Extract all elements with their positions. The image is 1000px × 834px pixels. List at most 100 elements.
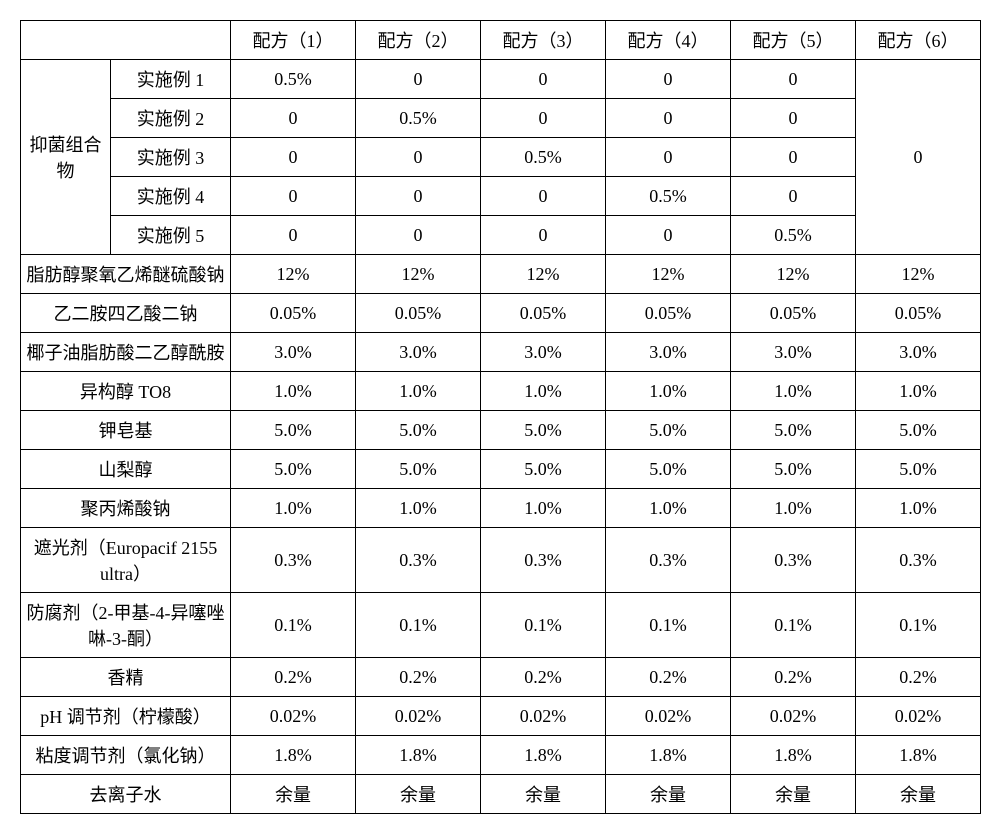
row-name: 实施例 2 <box>111 99 231 138</box>
data-cell: 5.0% <box>481 450 606 489</box>
table-row: 聚丙烯酸钠1.0%1.0%1.0%1.0%1.0%1.0% <box>21 489 981 528</box>
data-cell: 0.05% <box>481 294 606 333</box>
data-cell: 余量 <box>606 775 731 814</box>
data-cell: 余量 <box>356 775 481 814</box>
group-label: 抑菌组合物 <box>21 60 111 255</box>
data-cell: 5.0% <box>731 450 856 489</box>
row-name: 实施例 3 <box>111 138 231 177</box>
data-cell: 0.05% <box>606 294 731 333</box>
data-cell: 0.2% <box>356 658 481 697</box>
data-cell: 0.1% <box>731 593 856 658</box>
row-name: 实施例 1 <box>111 60 231 99</box>
data-cell: 0 <box>231 99 356 138</box>
table-row: 实施例 200.5%000 <box>21 99 981 138</box>
data-cell: 0.5% <box>481 138 606 177</box>
data-cell: 0.3% <box>856 528 981 593</box>
data-cell: 3.0% <box>231 333 356 372</box>
data-cell: 1.0% <box>856 489 981 528</box>
data-cell: 12% <box>731 255 856 294</box>
column-header: 配方（5） <box>731 21 856 60</box>
table-row: 乙二胺四乙酸二钠0.05%0.05%0.05%0.05%0.05%0.05% <box>21 294 981 333</box>
row-name: 实施例 4 <box>111 177 231 216</box>
row-name: 脂肪醇聚氧乙烯醚硫酸钠 <box>21 255 231 294</box>
data-cell: 0 <box>231 216 356 255</box>
row-name: 乙二胺四乙酸二钠 <box>21 294 231 333</box>
column-header: 配方（4） <box>606 21 731 60</box>
data-cell: 0.2% <box>231 658 356 697</box>
table-row: 异构醇 TO81.0%1.0%1.0%1.0%1.0%1.0% <box>21 372 981 411</box>
row-name: 香精 <box>21 658 231 697</box>
data-cell: 0 <box>481 99 606 138</box>
data-cell: 0.1% <box>481 593 606 658</box>
data-cell: 0 <box>356 216 481 255</box>
data-cell: 0.02% <box>356 697 481 736</box>
row-name: 钾皂基 <box>21 411 231 450</box>
table-row: 实施例 40000.5%0 <box>21 177 981 216</box>
data-cell: 0.02% <box>731 697 856 736</box>
row-name: 粘度调节剂（氯化钠） <box>21 736 231 775</box>
data-cell: 0 <box>231 177 356 216</box>
data-cell: 0.3% <box>481 528 606 593</box>
data-cell: 0.3% <box>231 528 356 593</box>
data-cell: 0.2% <box>856 658 981 697</box>
data-cell: 1.8% <box>356 736 481 775</box>
data-cell: 12% <box>356 255 481 294</box>
table-row: 脂肪醇聚氧乙烯醚硫酸钠12%12%12%12%12%12% <box>21 255 981 294</box>
data-cell: 1.0% <box>731 489 856 528</box>
table-row: 山梨醇5.0%5.0%5.0%5.0%5.0%5.0% <box>21 450 981 489</box>
data-cell: 0.05% <box>356 294 481 333</box>
data-cell: 0 <box>356 138 481 177</box>
data-cell: 1.0% <box>356 372 481 411</box>
data-cell: 12% <box>606 255 731 294</box>
data-cell: 0 <box>481 216 606 255</box>
data-cell: 0 <box>356 60 481 99</box>
data-cell: 0.02% <box>606 697 731 736</box>
data-cell: 余量 <box>481 775 606 814</box>
column-header: 配方（6） <box>856 21 981 60</box>
data-cell: 0 <box>231 138 356 177</box>
table-row: 香精0.2%0.2%0.2%0.2%0.2%0.2% <box>21 658 981 697</box>
row-name: 去离子水 <box>21 775 231 814</box>
data-cell: 0.02% <box>481 697 606 736</box>
data-cell: 0 <box>606 60 731 99</box>
data-cell: 1.0% <box>856 372 981 411</box>
data-cell: 0 <box>356 177 481 216</box>
data-cell: 5.0% <box>606 450 731 489</box>
data-cell: 0.5% <box>356 99 481 138</box>
table-row: 椰子油脂肪酸二乙醇酰胺3.0%3.0%3.0%3.0%3.0%3.0% <box>21 333 981 372</box>
row-name: 山梨醇 <box>21 450 231 489</box>
column-header: 配方（1） <box>231 21 356 60</box>
data-cell: 5.0% <box>231 450 356 489</box>
data-cell: 1.8% <box>731 736 856 775</box>
table-row: pH 调节剂（柠檬酸）0.02%0.02%0.02%0.02%0.02%0.02… <box>21 697 981 736</box>
data-cell: 5.0% <box>481 411 606 450</box>
table-row: 遮光剂（Europacif 2155 ultra）0.3%0.3%0.3%0.3… <box>21 528 981 593</box>
group-last-col: 0 <box>856 60 981 255</box>
data-cell: 0.02% <box>231 697 356 736</box>
header-blank <box>21 21 231 60</box>
data-cell: 0.02% <box>856 697 981 736</box>
data-cell: 1.0% <box>606 489 731 528</box>
data-cell: 0.5% <box>731 216 856 255</box>
data-cell: 0.05% <box>231 294 356 333</box>
data-cell: 0 <box>606 216 731 255</box>
data-cell: 0.05% <box>731 294 856 333</box>
data-cell: 3.0% <box>356 333 481 372</box>
data-cell: 1.8% <box>481 736 606 775</box>
data-cell: 0.2% <box>731 658 856 697</box>
data-cell: 0 <box>481 60 606 99</box>
data-cell: 1.0% <box>481 489 606 528</box>
row-name: 椰子油脂肪酸二乙醇酰胺 <box>21 333 231 372</box>
data-cell: 1.0% <box>231 372 356 411</box>
table-row: 实施例 3000.5%00 <box>21 138 981 177</box>
data-cell: 1.8% <box>231 736 356 775</box>
data-cell: 5.0% <box>856 450 981 489</box>
data-cell: 0.3% <box>356 528 481 593</box>
column-header: 配方（2） <box>356 21 481 60</box>
table-row: 去离子水余量余量余量余量余量余量 <box>21 775 981 814</box>
data-cell: 1.0% <box>731 372 856 411</box>
data-cell: 3.0% <box>481 333 606 372</box>
data-cell: 0.1% <box>606 593 731 658</box>
data-cell: 5.0% <box>731 411 856 450</box>
column-header: 配方（3） <box>481 21 606 60</box>
